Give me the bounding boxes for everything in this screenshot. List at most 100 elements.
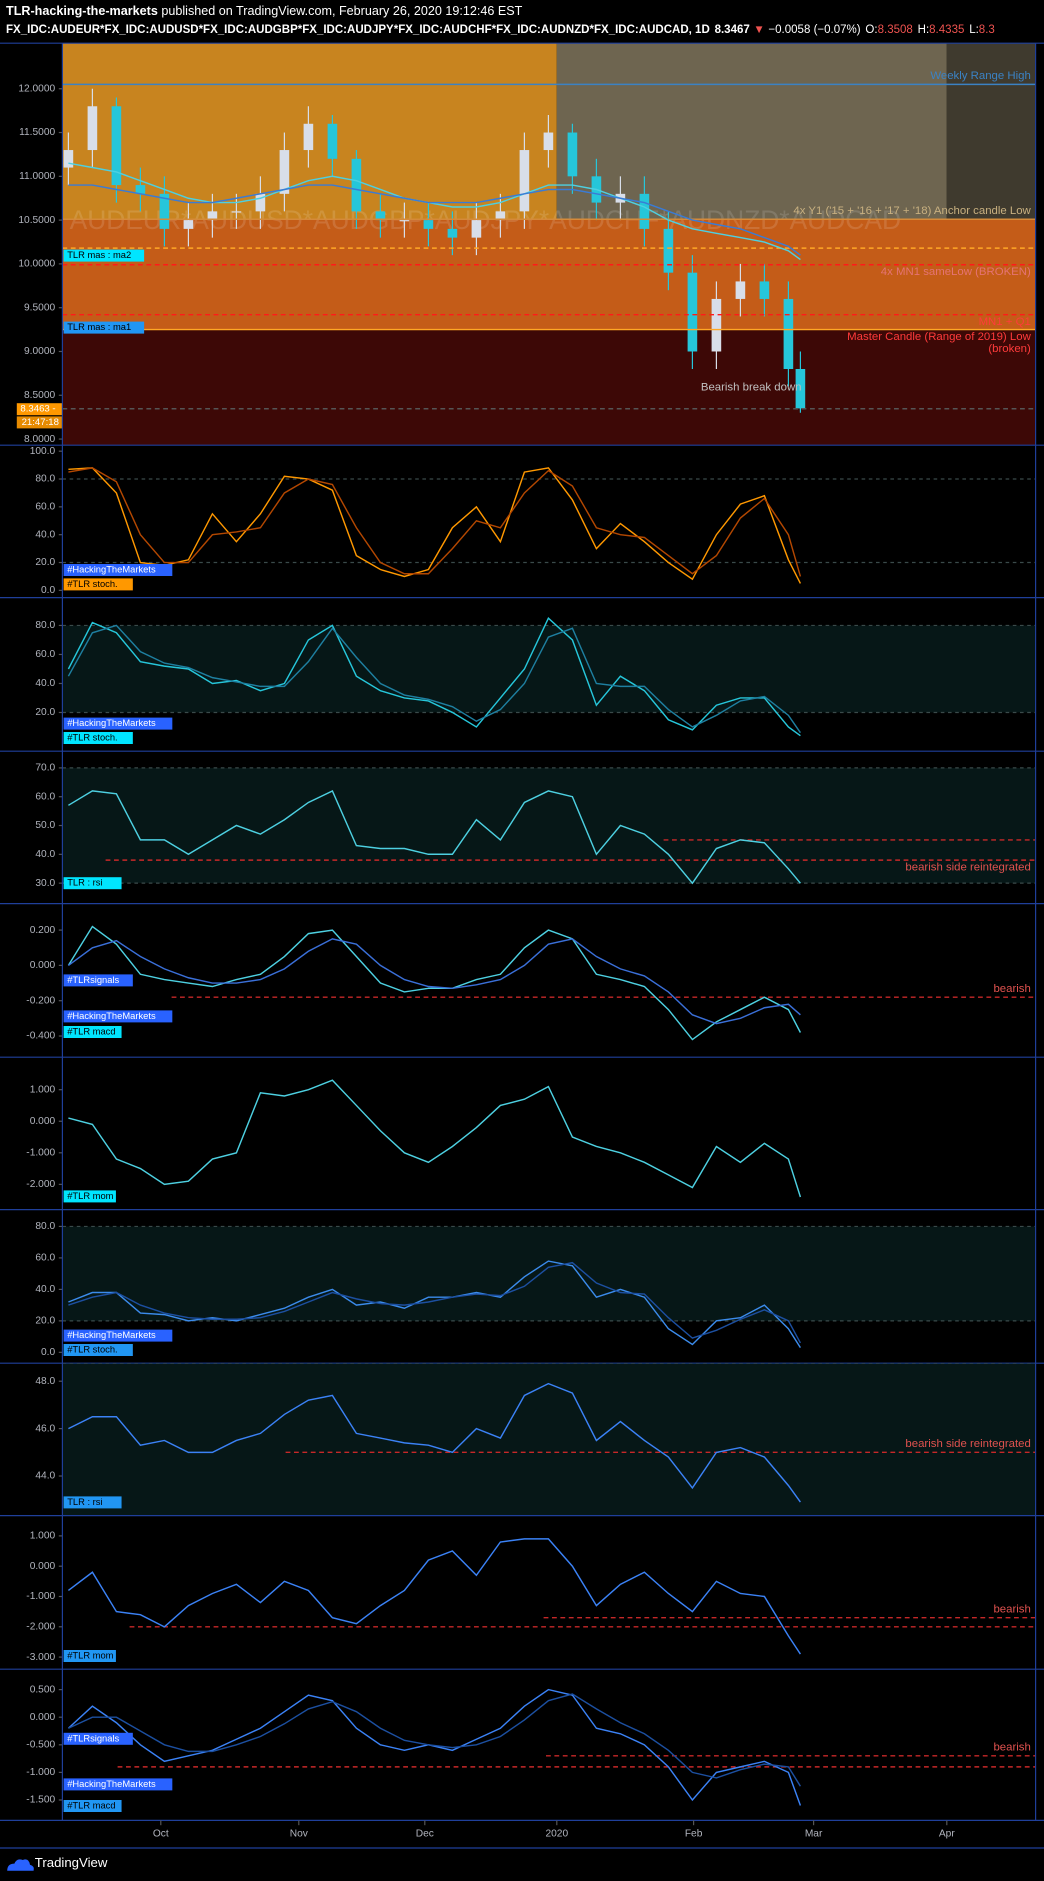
plot-area	[67, 925, 1036, 1041]
x-tick-label: Oct	[153, 1828, 169, 1839]
tag: TLR mas : ma2	[67, 250, 131, 260]
high: 8.4335	[929, 24, 964, 36]
candle-body	[795, 369, 806, 409]
y-tick-label: -1.000	[26, 1147, 55, 1158]
pane: bearish 1.000 0.000 -1.000 -2.000 -3.000 #TLR …	[0, 1531, 1044, 1670]
y-tick-label: -2.000	[26, 1621, 55, 1632]
candle-body	[663, 228, 674, 273]
plot-area	[62, 467, 1036, 584]
tag-bg	[63, 877, 122, 890]
tag: #HackingTheMarkets	[67, 1779, 156, 1789]
level-label: bearish side reintegrated	[905, 1438, 1030, 1450]
candle-body	[111, 106, 122, 186]
y-tick-label: -0.400	[26, 1031, 55, 1042]
level-label: bearish	[993, 983, 1030, 995]
symbol-line: FX_IDC:AUDEUR*FX_IDC:AUDUSD*FX_IDC:AUDGB…	[6, 24, 995, 36]
candle-body	[687, 272, 698, 352]
y-tick-label: 44.0	[35, 1471, 55, 1482]
plot-area: AUDEUR*AUDUSD*AUDGBP*AUDJPY*AUDCHF*AUDNZ…	[62, 43, 1036, 446]
candle-body	[447, 228, 458, 238]
brand: TradingView	[35, 1855, 108, 1870]
plot-area	[62, 617, 1036, 737]
pane: 100.0 80.0 60.0 40.0 20.0 0.0 #HackingTheMarke…	[0, 446, 1044, 599]
y-tick-label: 0.000	[30, 1561, 56, 1572]
series-line	[68, 184, 801, 256]
y-tick-label: 11.5000	[19, 127, 55, 138]
tag-bg	[63, 1026, 122, 1038]
y-tick-label: 60.0	[35, 502, 55, 513]
countdown: 21:47:18	[22, 417, 59, 428]
tag-bg	[63, 732, 133, 744]
y-tick-label: 0.200	[30, 925, 56, 936]
candle-body	[207, 211, 218, 221]
band-fill	[62, 767, 1036, 884]
y-tick-label: -0.500	[26, 1739, 55, 1750]
arrow: ▼	[753, 24, 764, 36]
x-tick-label: Apr	[939, 1828, 955, 1839]
y-tick-label: 80.0	[35, 474, 55, 485]
tag: TLR : rsi	[67, 1497, 102, 1507]
x-tick-label: 2020	[545, 1828, 568, 1839]
series-line	[67, 938, 801, 1025]
y-tick-label: 0.000	[30, 960, 56, 971]
published: published on TradingView.com, February 2…	[158, 4, 523, 18]
tag-bg	[63, 1496, 122, 1509]
tag-bg	[63, 1329, 173, 1342]
series-line	[67, 624, 801, 734]
tag: #TLRsignals	[67, 1733, 119, 1743]
price-tag-bg	[16, 403, 63, 416]
level-label: MN1 + Q1	[979, 316, 1031, 328]
author[interactable]: TLR-hacking-the-markets	[6, 4, 158, 18]
y-tick-label: 48.0	[35, 1376, 55, 1387]
y-tick-label: -1.500	[26, 1795, 55, 1806]
y-tick-label: 8.0000	[24, 434, 55, 445]
pane: bearish side reintegrated 48.0 46.0 44.0 TLR…	[0, 1363, 1044, 1517]
level-label: Weekly Range High	[930, 70, 1030, 82]
candle-body	[423, 220, 434, 229]
level-label: bearish side reintegrated	[905, 861, 1030, 873]
candle-body	[183, 220, 194, 229]
plot-area	[68, 1079, 802, 1198]
candle-body	[471, 220, 482, 238]
y-tick-label: 80.0	[35, 1221, 55, 1232]
plot-area	[67, 1688, 1036, 1806]
candle-body	[639, 193, 650, 229]
level-label: bearish	[993, 1741, 1030, 1753]
pane: AUDEUR*AUDUSD*AUDGBP*AUDJPY*AUDCHF*AUDNZ…	[0, 43, 1044, 446]
y-tick-label: 70.0	[35, 763, 55, 774]
series-line	[68, 1693, 802, 1787]
candle-body	[327, 123, 338, 159]
candle-body	[375, 211, 386, 221]
pane: bearish 0.500 0.000 -0.500 -1.000 -1.500 #TLRs…	[0, 1684, 1044, 1821]
symbol: FX_IDC:AUDEUR*FX_IDC:AUDUSD*FX_IDC:AUDGB…	[6, 24, 710, 36]
plot-area	[62, 1225, 1036, 1348]
y-tick-label: 40.0	[35, 1284, 55, 1295]
candle-body	[135, 185, 146, 194]
tag: #TLR macd	[67, 1800, 115, 1810]
candle-body	[303, 123, 314, 151]
y-tick-label: 40.0	[35, 849, 55, 860]
logo-icon	[7, 1859, 34, 1871]
open: 8.3508	[878, 24, 913, 36]
level-label: 4x MN1 sameLow (BROKEN)	[881, 266, 1031, 278]
y-tick-label: 40.0	[35, 529, 55, 540]
series-line	[68, 1261, 802, 1344]
candle-body	[159, 193, 170, 229]
tag: #HackingTheMarkets	[67, 1330, 156, 1340]
y-tick-label: 80.0	[35, 620, 55, 631]
y-tick-label: 8.5000	[24, 390, 55, 401]
candle-body	[711, 298, 722, 352]
o-label: O:	[865, 24, 877, 36]
series-line	[67, 1538, 802, 1655]
y-tick-label: 9.5000	[24, 302, 55, 313]
change: −0.0058 (−0.07%)	[768, 24, 860, 36]
tag-bg	[63, 1190, 116, 1203]
level-label: bearish	[993, 1603, 1030, 1615]
tag: #HackingTheMarkets	[67, 1011, 156, 1021]
level-label: 4x Y1 ('15 + '16 + '17 + '18) Anchor can…	[793, 205, 1031, 217]
low: 8.3	[979, 24, 995, 36]
candle-body	[399, 220, 410, 222]
annotation: Bearish break down	[701, 381, 802, 393]
logo[interactable]: TradingView	[7, 1855, 108, 1871]
y-tick-label: 30.0	[35, 878, 55, 889]
